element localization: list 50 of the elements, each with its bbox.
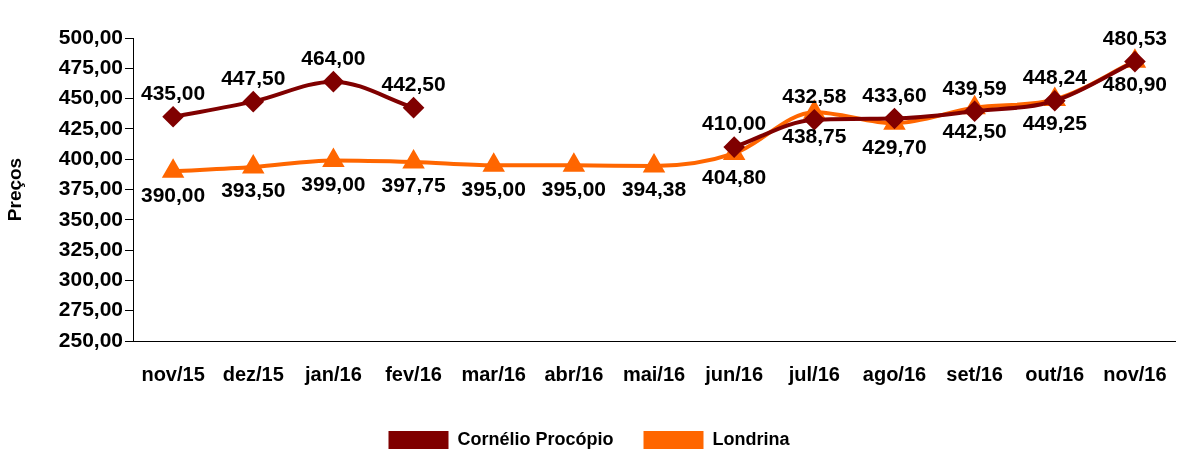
y-tick-label: 275,00 [58,297,124,321]
x-tick-label: out/16 [1025,362,1085,385]
x-tick-label: mar/16 [461,362,526,385]
data-label: 442,50 [942,118,1007,142]
x-tick-label: jun/16 [704,362,764,385]
y-tick-label: 450,00 [58,85,124,109]
data-label: 442,50 [381,71,446,95]
data-label: 393,50 [221,178,286,202]
y-tick-label: 475,00 [58,55,124,79]
data-label: 438,75 [782,123,847,147]
y-tick-label: 400,00 [58,146,124,169]
y-tick-label: 425,00 [58,115,124,139]
x-tick-label: mai/16 [622,362,686,385]
x-tick-label: jul/16 [787,362,840,385]
y-tick-label: 300,00 [58,267,124,291]
data-label: 397,75 [381,173,446,197]
legend-label: Cornélio Procópio [457,428,614,449]
data-label: 464,00 [301,45,366,69]
data-label: 432,58 [782,84,847,108]
data-label: 480,53 [1102,25,1168,49]
x-tick-label: set/16 [946,362,1003,385]
y-tick-label: 325,00 [58,236,124,260]
data-label: 448,24 [1022,65,1088,89]
x-tick-label: dez/15 [222,362,284,385]
data-label: 404,80 [702,164,767,188]
data-label: 399,00 [301,171,366,195]
data-label: 429,70 [862,134,927,158]
x-tick-label: jan/16 [304,362,362,385]
x-tick-label: nov/16 [1103,362,1167,385]
data-label: 449,25 [1022,110,1088,134]
x-tick-label: ago/16 [862,362,927,385]
data-label: 390,00 [140,182,206,206]
data-label: 447,50 [221,65,286,89]
y-tick-label: 250,00 [58,327,124,351]
x-tick-label: abr/16 [544,362,604,385]
data-label: 394,38 [621,177,687,201]
data-label: 480,90 [1102,72,1168,96]
data-label: 433,60 [862,82,927,106]
y-axis-title: Preços [3,157,25,222]
legend-label: Londrina [712,428,791,449]
data-label: 439,59 [942,75,1007,99]
y-tick-label: 350,00 [58,206,124,230]
y-tick-label: 500,00 [58,24,124,48]
y-tick-label: 375,00 [58,176,124,200]
x-tick-label: nov/15 [141,362,205,385]
data-label: 435,00 [140,81,206,105]
data-label: 410,00 [702,111,767,135]
data-label: 395,00 [461,176,526,200]
x-tick-label: fev/16 [385,362,442,385]
data-label: 395,00 [541,176,606,200]
